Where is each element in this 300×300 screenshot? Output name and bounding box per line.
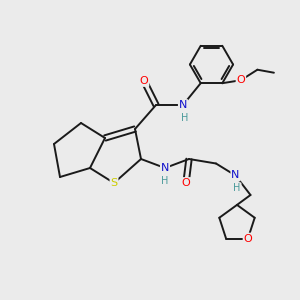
Text: S: S bbox=[110, 178, 118, 188]
Text: H: H bbox=[233, 183, 241, 193]
Text: H: H bbox=[161, 176, 169, 186]
Text: O: O bbox=[236, 75, 245, 85]
Text: O: O bbox=[182, 178, 190, 188]
Text: O: O bbox=[244, 233, 252, 244]
Text: N: N bbox=[231, 170, 240, 181]
Text: N: N bbox=[161, 163, 169, 173]
Text: N: N bbox=[179, 100, 187, 110]
Text: H: H bbox=[181, 112, 188, 123]
Text: O: O bbox=[140, 76, 148, 86]
